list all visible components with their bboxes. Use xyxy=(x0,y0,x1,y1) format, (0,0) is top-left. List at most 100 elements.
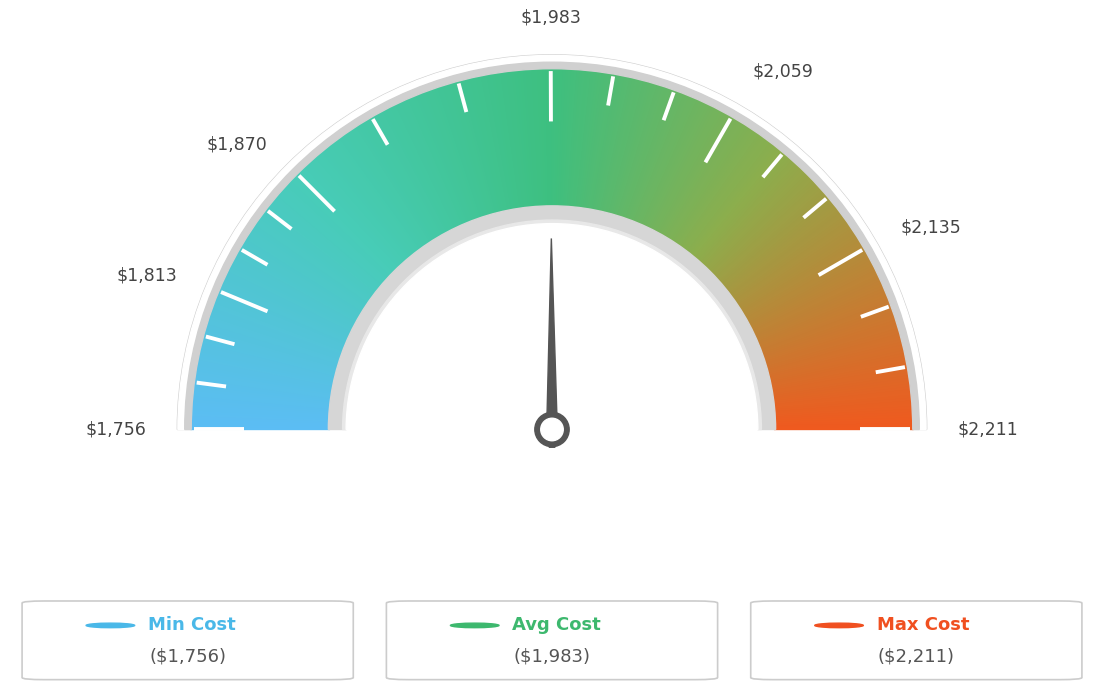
Wedge shape xyxy=(510,70,528,209)
Wedge shape xyxy=(630,92,682,222)
Wedge shape xyxy=(359,123,435,242)
Text: ($1,983): ($1,983) xyxy=(513,648,591,666)
Wedge shape xyxy=(549,68,552,207)
Wedge shape xyxy=(768,345,904,380)
Wedge shape xyxy=(606,79,641,215)
Wedge shape xyxy=(619,85,664,218)
Wedge shape xyxy=(562,68,572,208)
Wedge shape xyxy=(485,74,512,211)
Wedge shape xyxy=(731,215,845,299)
Wedge shape xyxy=(205,326,339,368)
Wedge shape xyxy=(773,384,911,404)
Wedge shape xyxy=(623,87,669,219)
Wedge shape xyxy=(197,359,335,388)
Wedge shape xyxy=(710,176,811,275)
Wedge shape xyxy=(680,134,762,248)
Wedge shape xyxy=(763,315,895,361)
Wedge shape xyxy=(760,302,891,353)
Wedge shape xyxy=(705,168,804,270)
Wedge shape xyxy=(435,87,481,219)
Wedge shape xyxy=(459,79,497,215)
Wedge shape xyxy=(454,81,493,216)
Wedge shape xyxy=(765,326,899,368)
Wedge shape xyxy=(694,153,787,261)
Wedge shape xyxy=(223,278,350,338)
Wedge shape xyxy=(340,135,423,250)
Wedge shape xyxy=(701,162,797,266)
Wedge shape xyxy=(277,193,384,285)
Wedge shape xyxy=(241,243,362,317)
Wedge shape xyxy=(351,128,431,245)
Wedge shape xyxy=(741,238,860,313)
Wedge shape xyxy=(213,302,344,353)
Wedge shape xyxy=(201,339,337,376)
Wedge shape xyxy=(624,88,671,220)
Wedge shape xyxy=(756,286,884,343)
Wedge shape xyxy=(198,353,335,384)
Wedge shape xyxy=(733,219,848,302)
Wedge shape xyxy=(597,76,628,213)
Wedge shape xyxy=(191,410,330,419)
Wedge shape xyxy=(740,236,859,312)
Wedge shape xyxy=(527,69,538,208)
Wedge shape xyxy=(595,75,625,212)
Wedge shape xyxy=(773,387,911,405)
Wedge shape xyxy=(732,217,846,300)
Wedge shape xyxy=(210,313,342,359)
Wedge shape xyxy=(769,356,906,386)
Wedge shape xyxy=(638,97,696,226)
Wedge shape xyxy=(594,75,623,212)
Wedge shape xyxy=(335,139,420,252)
Wedge shape xyxy=(761,304,892,354)
Wedge shape xyxy=(641,99,701,227)
Wedge shape xyxy=(338,137,422,250)
Wedge shape xyxy=(774,404,913,415)
Circle shape xyxy=(534,413,570,446)
Wedge shape xyxy=(385,108,452,233)
Text: ($1,756): ($1,756) xyxy=(149,648,226,666)
Wedge shape xyxy=(538,68,545,208)
Wedge shape xyxy=(328,206,776,429)
Wedge shape xyxy=(767,342,903,377)
Wedge shape xyxy=(192,393,331,408)
Wedge shape xyxy=(665,119,739,239)
Wedge shape xyxy=(735,224,851,304)
Wedge shape xyxy=(290,178,392,276)
Wedge shape xyxy=(561,68,569,208)
Wedge shape xyxy=(235,253,358,322)
Wedge shape xyxy=(658,112,726,235)
Wedge shape xyxy=(772,379,910,400)
Wedge shape xyxy=(774,415,913,422)
Wedge shape xyxy=(541,68,546,208)
Wedge shape xyxy=(311,159,405,264)
Wedge shape xyxy=(388,106,453,232)
Wedge shape xyxy=(268,204,379,292)
Circle shape xyxy=(450,623,499,628)
Wedge shape xyxy=(773,395,912,411)
Wedge shape xyxy=(580,71,601,209)
Wedge shape xyxy=(250,228,368,308)
Wedge shape xyxy=(774,401,912,414)
Wedge shape xyxy=(332,141,418,253)
Wedge shape xyxy=(262,213,374,297)
Wedge shape xyxy=(195,370,333,395)
Wedge shape xyxy=(662,116,733,237)
Wedge shape xyxy=(184,62,920,429)
Wedge shape xyxy=(614,83,656,217)
Wedge shape xyxy=(750,263,874,328)
Wedge shape xyxy=(507,70,526,209)
Text: $1,870: $1,870 xyxy=(206,135,267,153)
Wedge shape xyxy=(408,97,466,226)
Wedge shape xyxy=(208,318,341,362)
Wedge shape xyxy=(734,221,849,303)
Wedge shape xyxy=(607,79,645,215)
Wedge shape xyxy=(191,413,330,421)
Wedge shape xyxy=(760,299,890,351)
Wedge shape xyxy=(395,103,457,229)
Wedge shape xyxy=(270,201,380,290)
Wedge shape xyxy=(191,418,330,424)
Wedge shape xyxy=(328,144,416,255)
Wedge shape xyxy=(762,310,894,357)
Wedge shape xyxy=(463,79,498,215)
Wedge shape xyxy=(253,224,369,304)
